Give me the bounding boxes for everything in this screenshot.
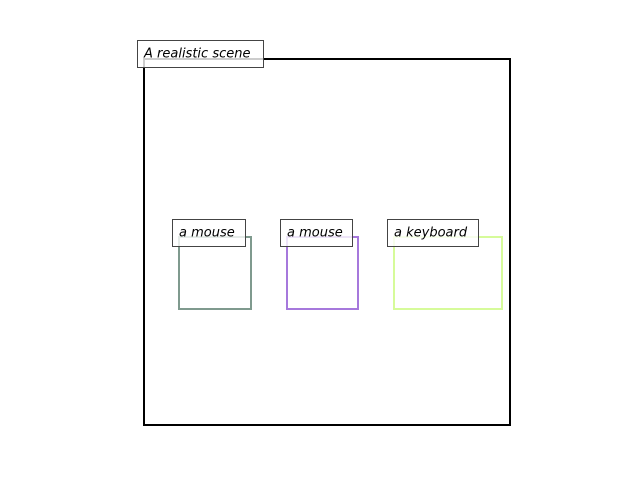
object-keyboard-label: a keyboard <box>394 226 468 241</box>
scene-caption: A realistic scene <box>137 40 264 68</box>
object-keyboard: a keyboard <box>387 219 503 310</box>
object-mouse-1-box <box>178 236 252 310</box>
scene-caption-text: A realistic scene <box>143 47 250 62</box>
object-mouse-2: a mouse <box>280 219 359 310</box>
object-mouse-1-label: a mouse <box>179 226 235 241</box>
scene-caption-box <box>137 40 264 68</box>
object-mouse-1: a mouse <box>172 219 252 310</box>
object-keyboard-box <box>393 236 503 310</box>
object-mouse-2-label: a mouse <box>287 226 343 241</box>
object-mouse-2-box <box>286 236 359 310</box>
object-mouse-1-label-box <box>172 219 246 247</box>
object-keyboard-label-box <box>387 219 479 247</box>
scene-frame <box>143 58 511 426</box>
object-mouse-2-label-box <box>280 219 353 247</box>
